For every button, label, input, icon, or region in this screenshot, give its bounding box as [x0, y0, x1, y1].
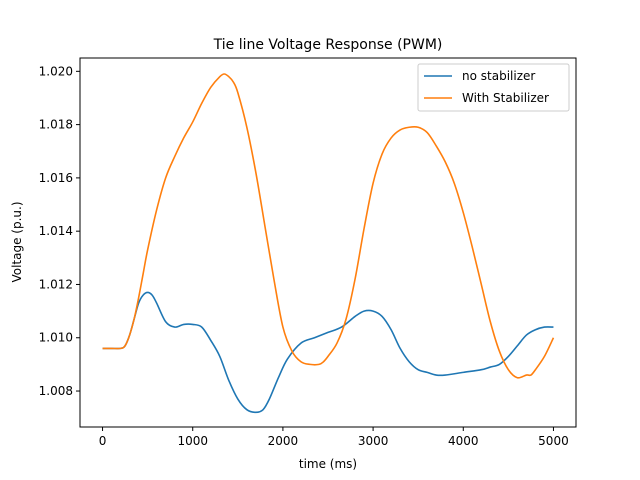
y-tick-label: 1.012: [39, 277, 73, 291]
x-tick-label: 4000: [448, 434, 479, 448]
chart-title: Tie line Voltage Response (PWM): [213, 37, 443, 53]
legend-label: no stabilizer: [462, 69, 535, 83]
y-tick-label: 1.014: [39, 224, 73, 238]
y-tick-label: 1.008: [39, 384, 73, 398]
y-axis-ticks: 1.008 1.010 1.012 1.014 1.016 1.018 1.020: [39, 64, 80, 398]
legend-label: With Stabilizer: [462, 91, 549, 105]
x-axis-ticks: 0 1000 2000 3000 4000 5000: [99, 427, 569, 448]
x-tick-label: 0: [99, 434, 107, 448]
series-line-0: [102, 291, 554, 414]
y-tick-label: 1.018: [39, 118, 73, 132]
y-axis-label: Voltage (p.u.): [10, 201, 24, 282]
x-tick-label: 5000: [538, 434, 569, 448]
x-tick-label: 3000: [358, 434, 389, 448]
y-tick-label: 1.010: [39, 331, 73, 345]
legend: no stabilizer With Stabilizer: [417, 63, 570, 112]
plot-lines: [102, 73, 555, 414]
x-tick-label: 2000: [268, 434, 299, 448]
x-axis-label: time (ms): [299, 457, 357, 471]
y-tick-label: 1.020: [39, 64, 73, 78]
x-tick-label: 1000: [177, 434, 208, 448]
y-tick-label: 1.016: [39, 171, 73, 185]
plot-frame: [79, 57, 577, 428]
legend-box: [417, 63, 570, 112]
series-line-1: [102, 73, 555, 379]
